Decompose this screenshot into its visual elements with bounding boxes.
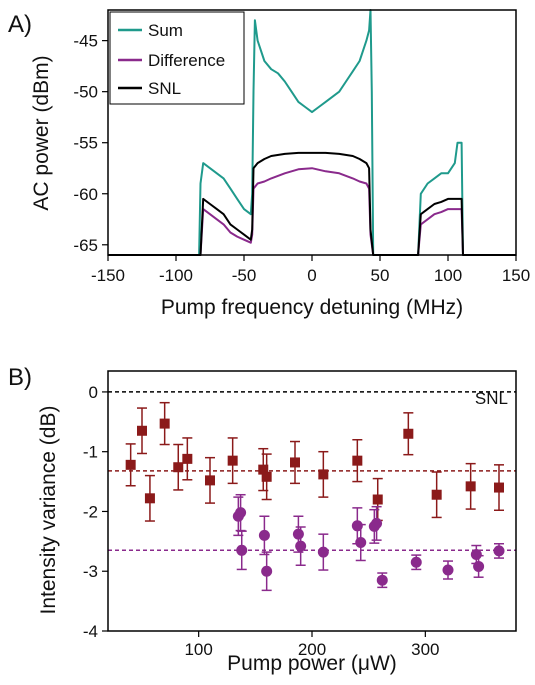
x-tick-label: 300 <box>411 640 439 659</box>
data-point-square <box>352 455 363 466</box>
panel-a-label: A) <box>8 11 32 38</box>
y-tick-label: -45 <box>73 32 98 51</box>
panel-a-plot-area <box>108 9 516 256</box>
panel-a-x-axis-label: Pump frequency detuning (MHz) <box>161 296 463 319</box>
y-tick-label: -2 <box>83 502 98 521</box>
data-point-circle <box>236 544 248 556</box>
data-point-square <box>403 428 414 439</box>
data-point-square <box>173 462 184 473</box>
legend-label-sum: Sum <box>148 21 183 40</box>
data-point-square <box>125 459 136 470</box>
data-point-square <box>261 471 272 482</box>
data-point-circle <box>355 537 367 549</box>
data-point-square <box>318 469 329 480</box>
data-point-circle <box>235 507 247 519</box>
data-point-square <box>494 482 504 493</box>
y-tick-label: 0 <box>89 383 98 402</box>
legend-label-difference: Difference <box>148 51 225 70</box>
data-point-square <box>290 457 300 468</box>
x-tick-label: 100 <box>184 640 212 659</box>
data-point-circle <box>292 528 304 540</box>
x-tick-label: 50 <box>371 266 390 285</box>
panel-b: B) 100 200 300 0 -1 -2 -3 -4 SNL Pump power (μ… <box>8 364 517 675</box>
snl-annotation: SNL <box>475 389 508 408</box>
panel-b-label: B) <box>8 364 32 391</box>
x-tick-label: -100 <box>159 266 193 285</box>
data-point-square <box>182 453 193 464</box>
x-tick-label: -150 <box>91 266 125 285</box>
x-tick-label: 0 <box>307 266 316 285</box>
panel-b-y-axis-label: Intensity variance (dB) <box>37 406 60 615</box>
x-tick-label: 150 <box>502 266 530 285</box>
data-point-square <box>159 418 170 429</box>
data-point-circle <box>442 564 454 576</box>
y-tick-label: -4 <box>83 622 98 641</box>
panel-a-x-ticks: -150 -100 -50 0 50 100 150 <box>91 255 530 285</box>
y-tick-label: -3 <box>83 562 98 581</box>
y-tick-label: -60 <box>73 185 98 204</box>
data-point-circle <box>295 540 307 552</box>
data-point-circle <box>261 565 273 577</box>
panel-b-frame <box>107 370 517 632</box>
data-point-circle <box>410 556 422 568</box>
legend-label-snl: SNL <box>148 79 181 98</box>
data-point-square <box>465 481 476 492</box>
data-point-circle <box>473 560 485 572</box>
data-point-circle <box>258 529 270 541</box>
panel-b-y-ticks: 0 -1 -2 -3 -4 <box>83 383 108 641</box>
data-point-circle <box>317 546 329 558</box>
data-point-circle <box>371 517 383 529</box>
data-point-circle <box>493 545 505 557</box>
panel-a-y-ticks: -45 -50 -55 -60 -65 <box>73 32 108 255</box>
series-line-difference <box>108 167 516 256</box>
data-point-square <box>144 493 155 504</box>
panel-a-y-axis-label: AC power (dBm) <box>30 55 53 210</box>
x-tick-label: 100 <box>434 266 462 285</box>
data-point-circle <box>470 548 482 560</box>
data-point-circle <box>376 574 388 586</box>
y-tick-label: -50 <box>73 83 98 102</box>
panel-a-legend: Sum Difference SNL <box>109 11 245 105</box>
series-line-snl <box>108 151 516 256</box>
series-line-sum <box>108 9 516 256</box>
x-tick-label: -50 <box>232 266 257 285</box>
data-point-square <box>258 464 269 475</box>
y-tick-label: -55 <box>73 134 98 153</box>
data-point-square <box>227 455 238 466</box>
y-tick-label: -1 <box>83 443 98 462</box>
data-point-square <box>431 489 442 500</box>
data-point-square <box>372 494 383 505</box>
y-tick-label: -65 <box>73 236 98 255</box>
data-point-square <box>137 425 147 436</box>
panel-b-plot-area <box>108 391 516 592</box>
data-point-square <box>205 475 215 486</box>
panel-b-x-axis-label: Pump power (μW) <box>227 652 397 675</box>
panel-b-x-ticks: 100 200 300 <box>184 631 440 659</box>
x-tick-label: 200 <box>298 640 326 659</box>
panel-a: A) -150 -100 -50 0 50 100 150 -45-50-55-60-65 … <box>8 9 530 319</box>
